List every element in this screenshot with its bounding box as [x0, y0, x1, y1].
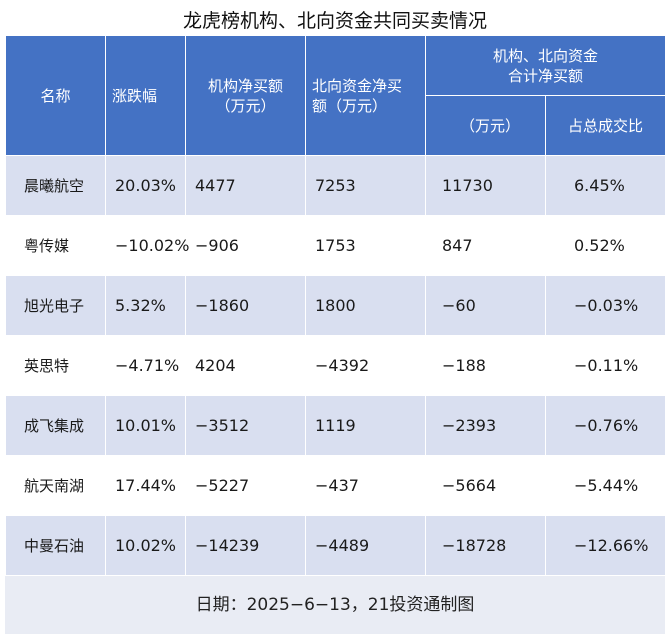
cell-total: −188: [425, 335, 546, 396]
cell-name: 晨曦航空: [5, 155, 106, 216]
cell-name: 成飞集成: [5, 395, 106, 456]
table-row: 中曼石油 10.02% −14239 −4489 −18728 −12.66%: [5, 515, 667, 576]
header-change: 涨跌幅: [105, 35, 186, 156]
table-row: 航天南湖 17.44% −5227 −437 −5664 −5.44%: [5, 455, 667, 516]
cell-north: 1800: [305, 275, 426, 336]
cell-name: 粤传媒: [5, 215, 106, 276]
cell-total: 847: [425, 215, 546, 276]
cell-inst: −3512: [185, 395, 306, 456]
cell-name: 中曼石油: [5, 515, 106, 576]
cell-ratio: 6.45%: [544, 155, 667, 216]
cell-ratio: −12.66%: [544, 515, 667, 576]
footer-caption: 日期：2025−6−13，21投资通制图: [5, 576, 665, 634]
cell-north: 7253: [305, 155, 426, 216]
cell-ratio: −5.44%: [544, 455, 667, 516]
cell-inst: 4204: [185, 335, 306, 396]
header-total: （万元）: [425, 95, 546, 156]
cell-change: 17.44%: [105, 455, 186, 516]
cell-total: −18728: [425, 515, 546, 576]
cell-total: 11730: [425, 155, 546, 216]
cell-inst: 4477: [185, 155, 306, 216]
cell-north: −4489: [305, 515, 426, 576]
cell-total: −60: [425, 275, 546, 336]
cell-change: 5.32%: [105, 275, 186, 336]
page-title: 龙虎榜机构、北向资金共同买卖情况: [182, 10, 487, 32]
cell-change: −10.02%: [105, 215, 189, 276]
header-ratio: 占总成交比: [544, 95, 667, 156]
cell-ratio: 0.52%: [544, 215, 667, 276]
trading-table: 名称 涨跌幅 机构净买额 （万元） 北向资金净买 额（万元） 机构、北向资金 合…: [5, 35, 667, 576]
cell-inst: −14239: [185, 515, 306, 576]
table-row: 晨曦航空 20.03% 4477 7253 11730 6.45%: [5, 155, 667, 216]
cell-north: 1753: [305, 215, 426, 276]
cell-north: −4392: [305, 335, 426, 396]
cell-name: 旭光电子: [5, 275, 106, 336]
header-group: 机构、北向资金 合计净买额: [424, 35, 667, 96]
table-row: 成飞集成 10.01% −3512 1119 −2393 −0.76%: [5, 395, 667, 456]
cell-inst: −1860: [185, 275, 306, 336]
cell-ratio: −0.11%: [544, 335, 667, 396]
table-row: 英思特 −4.71% 4204 −4392 −188 −0.11%: [5, 335, 667, 396]
cell-change: 20.03%: [105, 155, 186, 216]
header-name: 名称: [5, 35, 106, 156]
cell-inst: −5227: [185, 455, 306, 516]
cell-north: 1119: [305, 395, 426, 456]
cell-name: 航天南湖: [5, 455, 106, 516]
header-inst: 机构净买额 （万元）: [185, 35, 306, 156]
table-row: 粤传媒 −10.02% −906 1753 847 0.52%: [5, 215, 667, 276]
cell-name: 英思特: [5, 335, 106, 396]
cell-north: −437: [305, 455, 426, 516]
cell-total: −5664: [425, 455, 546, 516]
cell-change: 10.01%: [105, 395, 186, 456]
cell-change: 10.02%: [105, 515, 186, 576]
cell-ratio: −0.76%: [544, 395, 667, 456]
cell-inst: −906: [185, 215, 306, 276]
cell-total: −2393: [425, 395, 546, 456]
table-row: 旭光电子 5.32% −1860 1800 −60 −0.03%: [5, 275, 667, 336]
header-north: 北向资金净买 额（万元）: [305, 35, 426, 156]
cell-change: −4.71%: [105, 335, 186, 396]
cell-ratio: −0.03%: [544, 275, 667, 336]
